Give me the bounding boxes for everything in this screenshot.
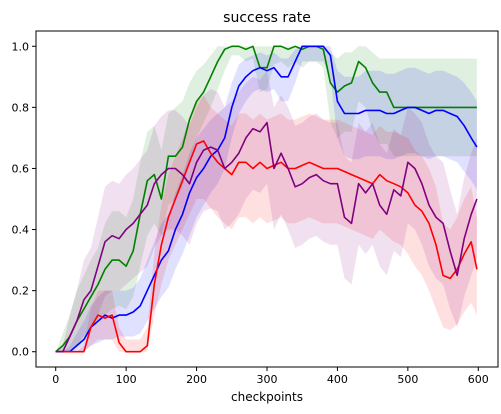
x-axis-label: checkpoints [231, 390, 303, 404]
x-axis-ticks: 0 100 200 300 400 500 600 [52, 367, 489, 386]
y-tick-label: 0.0 [12, 346, 30, 359]
series-lines [55, 45, 478, 353]
series-2-line [55, 140, 478, 353]
series-0-band [55, 46, 477, 352]
y-axis-ticks: 0.0 0.2 0.4 0.6 0.8 1.0 [12, 40, 36, 359]
x-tick-label: 400 [327, 373, 348, 386]
series-3-band [55, 70, 477, 352]
x-tick-label: 100 [116, 373, 137, 386]
series-3-line [55, 121, 478, 353]
confidence-bands [55, 46, 477, 352]
chart-title: success rate [223, 10, 311, 26]
x-tick-label: 500 [397, 373, 418, 386]
series-1-band [55, 46, 477, 352]
x-tick-label: 0 [52, 373, 59, 386]
y-tick-label: 0.6 [12, 162, 30, 175]
x-tick-label: 200 [186, 373, 207, 386]
y-tick-label: 0.4 [12, 224, 30, 237]
y-tick-label: 1.0 [12, 40, 30, 53]
x-tick-label: 300 [257, 373, 278, 386]
x-tick-label: 600 [468, 373, 489, 386]
y-tick-label: 0.8 [12, 101, 30, 114]
series-2-band [55, 95, 477, 352]
series-1-line [55, 45, 478, 353]
y-tick-label: 0.2 [12, 285, 30, 298]
